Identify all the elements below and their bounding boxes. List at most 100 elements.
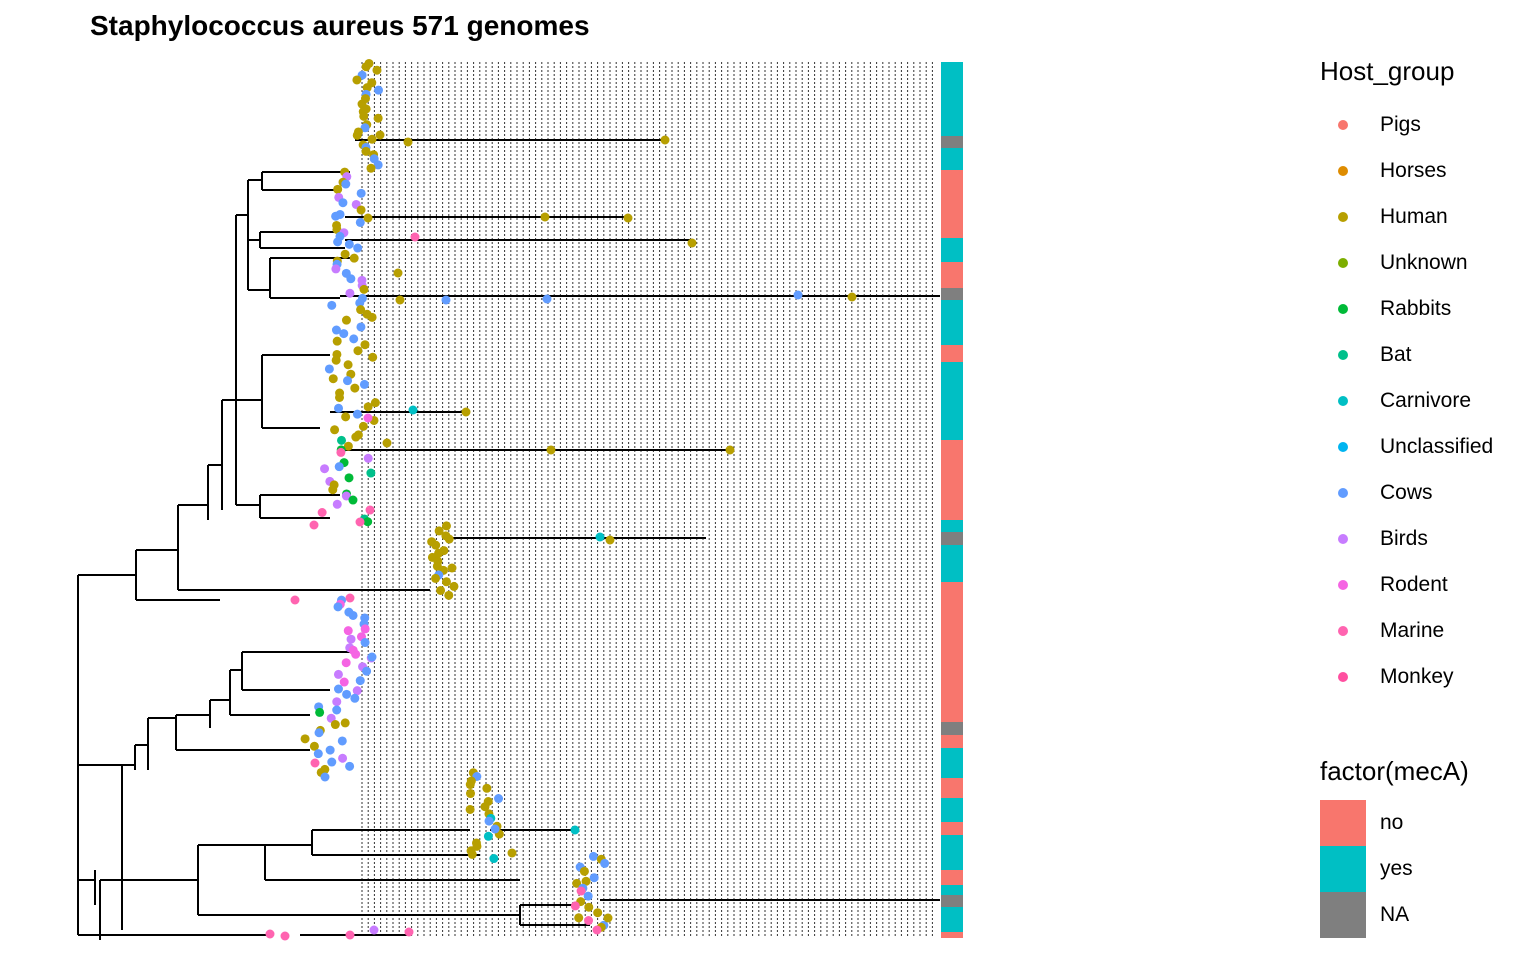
tip-point	[363, 453, 373, 463]
dotted-guide-lines	[361, 62, 933, 936]
tip-point	[540, 212, 550, 222]
heatmap-cell	[941, 288, 963, 300]
tip-point	[490, 824, 500, 834]
meca-legend-label: no	[1380, 811, 1404, 834]
host-legend-label: Carnivore	[1380, 389, 1472, 412]
tip-point	[355, 676, 365, 686]
tip-point	[340, 249, 350, 259]
legend-dot-icon	[1338, 442, 1348, 452]
tip-point	[584, 902, 594, 912]
tip-point	[334, 392, 344, 402]
tip-point	[370, 398, 380, 408]
heatmap-cell	[941, 262, 963, 288]
host-legend-item: Pigs	[1320, 102, 1421, 148]
tip-point	[581, 876, 591, 886]
tip-point	[366, 468, 376, 478]
tip-point	[466, 789, 476, 799]
tip-point	[372, 65, 382, 75]
tip-point	[449, 581, 459, 591]
tip-point	[361, 146, 371, 156]
tip-point	[315, 707, 325, 717]
tip-point	[467, 849, 477, 859]
host-legend-label: Unknown	[1380, 251, 1468, 274]
legend-dot-icon	[1338, 396, 1348, 406]
tip-point	[339, 329, 349, 339]
tip-point	[331, 211, 341, 221]
tip-point	[542, 294, 552, 304]
tip-point	[336, 447, 346, 457]
tip-point	[441, 521, 451, 531]
tip-point	[465, 780, 475, 790]
tip-point	[309, 520, 319, 530]
heatmap-cell	[941, 62, 963, 170]
tip-point	[338, 198, 348, 208]
tip-point	[570, 825, 580, 835]
tip-point	[355, 298, 365, 308]
tip-point	[358, 421, 368, 431]
host-legend-label: Monkey	[1380, 665, 1454, 688]
tip-point	[431, 573, 441, 583]
tip-point	[348, 495, 358, 505]
host-legend-item: Marine	[1320, 608, 1444, 654]
tip-point	[334, 462, 344, 472]
tip-point	[333, 184, 343, 194]
tip-point	[341, 658, 351, 668]
tip-point	[337, 435, 347, 445]
tip-point	[441, 295, 451, 305]
meca-legend-title: factor(mecA)	[1320, 756, 1469, 786]
tip-point	[583, 891, 593, 901]
tip-point	[349, 334, 359, 344]
tip-point	[280, 931, 290, 941]
tip-point	[360, 340, 370, 350]
tip-point	[345, 288, 355, 298]
tip-point	[361, 62, 371, 72]
tip-point	[324, 364, 334, 374]
heatmap-cell	[941, 885, 963, 932]
tip-point	[332, 697, 342, 707]
tip-point	[346, 634, 356, 644]
heatmap-cell	[941, 345, 963, 362]
host-legend-label: Rodent	[1380, 573, 1448, 596]
tip-point	[410, 232, 420, 242]
tip-point	[300, 734, 310, 744]
tip-point	[332, 705, 342, 715]
host-legend-item: Carnivore	[1320, 378, 1471, 424]
legend-dot-icon	[1338, 488, 1348, 498]
tip-point	[310, 758, 320, 768]
tip-point	[362, 83, 372, 93]
tip-point	[461, 407, 471, 417]
tip-point	[352, 409, 362, 419]
tip-point	[333, 237, 343, 247]
tip-point	[373, 85, 383, 95]
tip-point	[363, 413, 373, 423]
tip-point	[332, 499, 342, 509]
tip-point	[360, 638, 370, 648]
tip-point	[603, 913, 613, 923]
host-legend-label: Pigs	[1380, 113, 1421, 136]
tip-point	[359, 379, 369, 389]
tip-point	[344, 239, 354, 249]
tip-point	[327, 300, 337, 310]
tip-point	[314, 728, 324, 738]
tip-point	[373, 160, 383, 170]
legend-dot-icon	[1338, 212, 1348, 222]
tip-point	[327, 757, 337, 767]
meca-legend-item: no	[1320, 800, 1403, 846]
tip-point	[436, 585, 446, 595]
tip-point	[333, 684, 343, 694]
tip-point	[360, 624, 370, 634]
tip-point	[589, 873, 599, 883]
tip-points	[265, 58, 857, 941]
host-legend-item: Unknown	[1320, 240, 1468, 286]
tip-point	[363, 213, 373, 223]
tip-point	[847, 292, 857, 302]
host-legend-item: Rabbits	[1320, 286, 1451, 332]
tip-point	[546, 445, 556, 455]
tip-point	[494, 794, 504, 804]
tip-point	[342, 689, 352, 699]
mecA-heatmap-strip	[941, 62, 963, 938]
tip-point	[332, 336, 342, 346]
tip-point	[290, 595, 300, 605]
legend-dot-icon	[1338, 304, 1348, 314]
